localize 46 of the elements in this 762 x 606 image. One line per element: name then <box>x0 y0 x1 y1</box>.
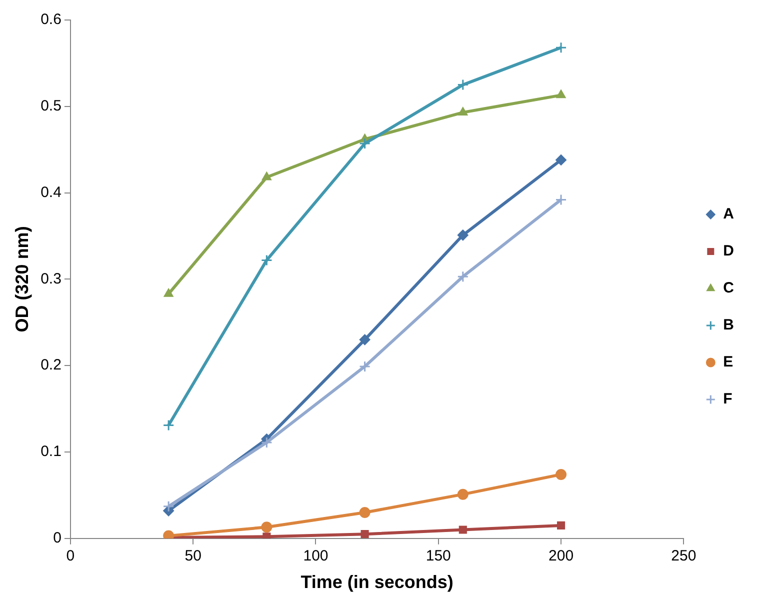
point <box>457 230 468 241</box>
point <box>458 106 468 116</box>
point <box>262 532 271 538</box>
x-axis-title: Time (in seconds) <box>300 572 454 592</box>
legend-label: B <box>723 316 734 334</box>
point <box>359 138 371 150</box>
legend-label: E <box>723 354 734 371</box>
point <box>556 90 566 98</box>
legend-label: A <box>723 206 734 223</box>
x-tick-label: 150 <box>426 548 451 565</box>
point <box>262 172 272 180</box>
y-tick-label: 0.6 <box>40 11 62 28</box>
point <box>260 436 272 448</box>
y-tick-label: 0.3 <box>40 270 62 288</box>
point <box>260 254 272 266</box>
point <box>457 79 469 91</box>
y-tick-label: 0.1 <box>40 443 62 460</box>
point <box>164 288 174 297</box>
y-tick-label: 0.2 <box>40 356 62 374</box>
y-axis-title: OD (320 nm) <box>12 226 32 332</box>
legend-label: C <box>723 280 734 297</box>
point <box>457 270 469 282</box>
x-tick-label: 200 <box>548 548 574 565</box>
point <box>556 468 567 480</box>
x-tick-label: 100 <box>303 548 328 565</box>
point <box>360 530 369 538</box>
point <box>555 42 567 54</box>
point <box>556 521 566 530</box>
point <box>555 194 567 206</box>
x-tick-label: 250 <box>671 548 696 565</box>
point <box>359 334 370 346</box>
point <box>359 360 371 372</box>
point <box>359 506 370 518</box>
point <box>261 522 272 533</box>
point <box>458 526 467 534</box>
x-tick-label: 0 <box>66 548 75 565</box>
y-tick-label: 0 <box>53 530 62 547</box>
y-tick-label: 0.4 <box>40 184 62 201</box>
point <box>162 500 174 512</box>
point <box>162 419 174 431</box>
x-tick-label: 50 <box>184 548 202 565</box>
y-tick-label: 0.5 <box>40 98 62 115</box>
legend-label: F <box>723 390 732 408</box>
point <box>457 488 468 500</box>
point <box>556 154 567 166</box>
legend-label: D <box>723 242 734 260</box>
